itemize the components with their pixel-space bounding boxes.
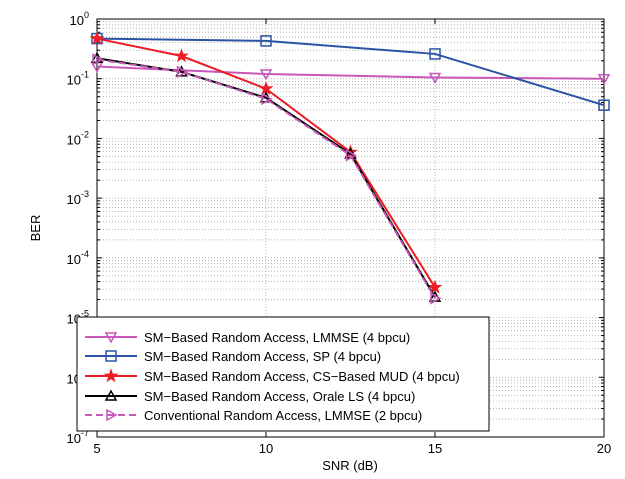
star-marker [427,279,443,294]
y-tick-label: 10-4 [67,249,89,267]
legend-box [76,316,490,432]
series-5 [92,53,442,305]
y-tick-label: 10-1 [67,70,89,88]
series-line [96,37,605,107]
series-line [96,58,436,299]
triangle-down-marker [104,332,118,344]
y-axis-label: BER [28,215,43,242]
legend-label: SM−Based Random Access, Orale LS (4 bpcu… [144,389,415,404]
x-tick-label: 10 [259,441,273,456]
star-marker [103,368,119,383]
triangle-right-marker [345,149,358,162]
legend-label: Conventional Random Access, LMMSE (2 bpc… [144,408,422,423]
legend: SM−Based Random Access, LMMSE (4 bpcu) S… [76,316,490,432]
plot-frame [96,18,605,438]
series-2 [91,32,610,111]
square-marker [429,48,441,60]
y-tick-label: 10-3 [67,189,89,207]
triangle-right-marker [106,408,118,422]
triangle-right-marker [261,92,273,106]
x-tick-label: 20 [597,441,611,456]
triangle-right-marker [176,65,189,79]
x-tick-labels: 5 10 15 20 [93,441,611,456]
triangle-right-marker [430,292,442,305]
triangle-down-marker [428,72,442,84]
series-line [96,65,605,80]
legend-label: SM−Based Random Access, SP (4 bpcu) [144,349,381,364]
y-tick-label: 10-2 [67,129,89,147]
square-marker [260,35,272,47]
triangle-up-marker [104,389,118,401]
square-marker [598,99,610,111]
triangle-down-marker [259,69,273,81]
series-3 [89,30,443,294]
y-tick-label: 100 [70,10,89,28]
x-axis-label: SNR (dB) [322,458,378,473]
x-tick-label: 5 [93,441,100,456]
x-tick-label: 15 [428,441,442,456]
series-group [89,30,611,305]
square-marker [105,350,117,362]
triangle-down-marker [597,73,611,86]
star-marker [89,30,105,45]
star-marker [174,48,189,63]
legend-label: SM−Based Random Access, CS−Based MUD (4 … [144,369,460,384]
triangle-right-marker [92,53,104,66]
legend-label: SM−Based Random Access, LMMSE (4 bpcu) [144,330,410,345]
y-tick-label: 10-7 [67,428,89,446]
legend-samples [85,332,137,422]
